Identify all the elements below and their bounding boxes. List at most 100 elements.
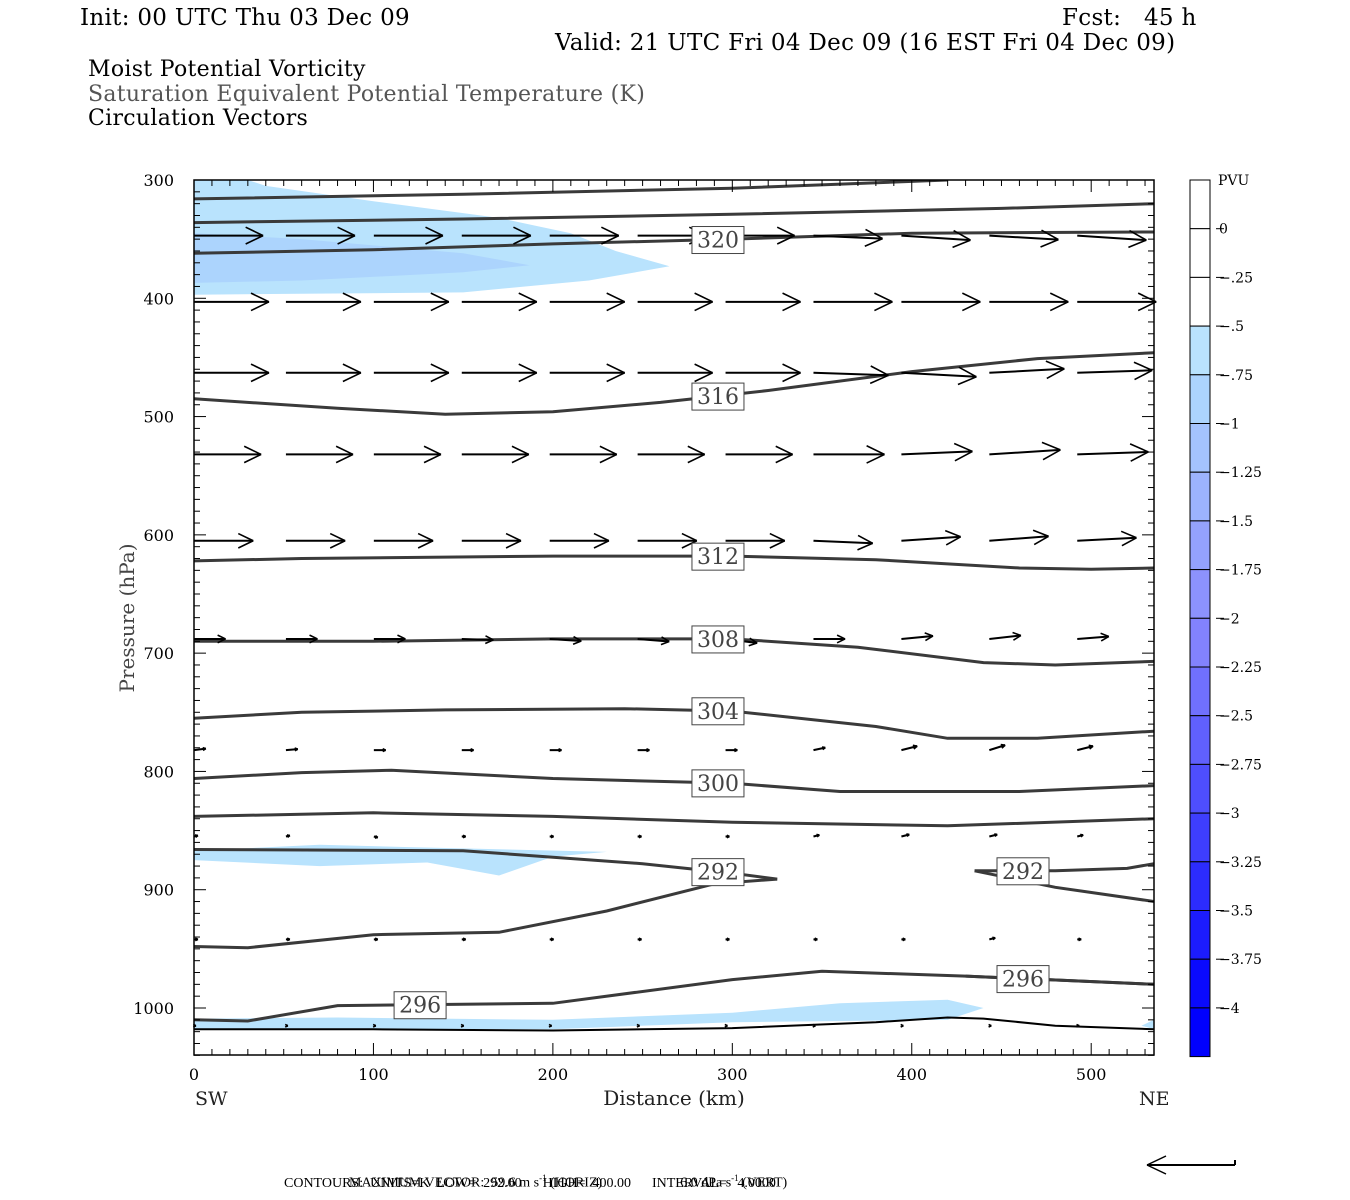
colorbar-label: −1.5 — [1219, 514, 1253, 530]
colorbar-label: −.25 — [1219, 270, 1253, 286]
field-mpv: Moist Potential Vorticity — [88, 57, 366, 82]
contour-308-5 — [194, 637, 1154, 667]
exp-2: -1 — [731, 1173, 739, 1183]
vector-arrow — [285, 747, 299, 752]
contour-304-6 — [194, 707, 1154, 740]
contour-316-3 — [194, 351, 1154, 416]
vector-arrow — [373, 532, 434, 549]
colorbar-swatch — [1189, 325, 1211, 376]
vector-arrow — [725, 292, 801, 312]
y-tick-label: 600 — [143, 526, 174, 545]
colorbar-swatch — [1189, 666, 1211, 717]
vector-arrow — [460, 1023, 465, 1028]
vector-arrow — [901, 229, 971, 249]
mpv-region-1 — [194, 233, 530, 283]
colorbar-label: −1.25 — [1219, 465, 1262, 481]
vector-arrow — [989, 833, 998, 838]
y-tick-label: 300 — [143, 171, 174, 190]
vector-arrow — [1077, 632, 1110, 642]
contour-label-text: 296 — [399, 994, 441, 1019]
axis-ticks — [193, 179, 1154, 1056]
vector-arrow — [637, 834, 642, 839]
contour-label: 300 — [691, 769, 745, 798]
vector-arrow — [637, 747, 650, 753]
vector-arrow — [461, 292, 538, 312]
contour-label: 296 — [393, 991, 447, 1020]
colorbar-swatch — [1189, 617, 1211, 668]
colorbar-swatch — [1189, 423, 1211, 473]
vector-arrow — [1077, 292, 1157, 312]
contour-312-4 — [194, 554, 1154, 571]
y-axis-label: Pressure (hPa) — [115, 544, 139, 693]
vector-arrow — [813, 365, 889, 385]
contour-292-12 — [194, 877, 778, 950]
vector-arrow — [1077, 443, 1149, 462]
vector-arrow — [901, 292, 981, 312]
vector-arrow — [285, 363, 362, 383]
vector-arrow — [549, 834, 554, 839]
vector-arrow — [988, 1023, 992, 1028]
vector-arrow — [549, 226, 620, 245]
vector-arrow — [989, 631, 1022, 641]
vector-arrow — [194, 445, 262, 464]
colorbar-swatch — [1189, 276, 1211, 327]
vector-arrow — [901, 632, 934, 642]
vector-arrow — [813, 445, 885, 464]
vector-arrow — [813, 292, 893, 312]
vector-arrow — [549, 635, 582, 646]
vector-arrow — [813, 228, 883, 247]
circulation-vectors — [192, 226, 1157, 1028]
contour-label-text: 292 — [697, 861, 739, 886]
colorbar-label: −3.5 — [1219, 904, 1253, 920]
contour-label: 320 — [691, 226, 745, 255]
vector-arrow — [989, 292, 1069, 312]
contour-label-text: 300 — [697, 772, 739, 797]
vector-arrow — [725, 747, 738, 753]
vector-arrow — [637, 292, 713, 312]
colorbar-swatch — [1189, 861, 1211, 911]
vector-arrow — [813, 634, 846, 644]
contour-labels: 320 316 312 308 304 300 292 292 296 296 — [393, 226, 1050, 1020]
contour-label-text: 296 — [1002, 968, 1044, 993]
colorbar-swatch — [1189, 374, 1211, 424]
max-vert-value: 6.0 dPa s — [680, 1175, 732, 1191]
vector-arrow — [461, 363, 538, 383]
y-tick-label: 800 — [143, 762, 174, 781]
colorbar-label: −.5 — [1219, 319, 1244, 335]
contour-label-text: 320 — [697, 229, 739, 254]
colorbar-label: 0 — [1219, 222, 1228, 238]
colorbar-swatch — [1189, 812, 1211, 863]
y-tick-label: 700 — [143, 644, 174, 663]
vector-arrow — [461, 747, 474, 753]
colorbar-swatch — [1189, 1007, 1211, 1058]
max-vector-line: MAXIMUM VECTOR: 59.6 m s-1 (HORIZ) 6.0 dP… — [342, 1157, 787, 1192]
x-tick-label: 300 — [717, 1065, 748, 1084]
vector-arrow — [813, 937, 818, 942]
valid-time: Valid: 21 UTC Fri 04 Dec 09 (16 EST Fri … — [555, 30, 1176, 56]
y-tick-label: 500 — [143, 408, 174, 427]
vector-arrow — [989, 229, 1059, 248]
vector-arrow — [901, 529, 962, 546]
contour-296-13 — [194, 969, 1154, 1023]
left-arrow-icon — [1146, 1155, 1236, 1175]
colorbar-label: −2.25 — [1219, 660, 1262, 676]
x-tick-label: 500 — [1076, 1065, 1107, 1084]
vector-arrow — [549, 292, 626, 312]
colorbar-label: −4 — [1219, 1001, 1240, 1017]
vector-arrow — [900, 1023, 904, 1028]
vector-arrow — [373, 834, 379, 839]
contour-296-14 — [965, 974, 1154, 986]
colorbar-label: −1.75 — [1219, 563, 1262, 579]
contour-label-text: 304 — [697, 700, 739, 725]
vector-arrow — [989, 743, 1006, 752]
vector-arrow — [461, 635, 494, 645]
vector-arrow — [285, 937, 291, 942]
contour-label: 292 — [691, 858, 745, 887]
contour-label: 308 — [691, 625, 745, 654]
vector-arrow — [285, 532, 346, 549]
field-vectors: Circulation Vectors — [88, 106, 309, 131]
colorbar-label: −3.25 — [1219, 855, 1262, 871]
contour-320-2 — [194, 230, 1154, 255]
vector-arrow — [194, 292, 270, 312]
vector-arrow — [194, 363, 270, 383]
